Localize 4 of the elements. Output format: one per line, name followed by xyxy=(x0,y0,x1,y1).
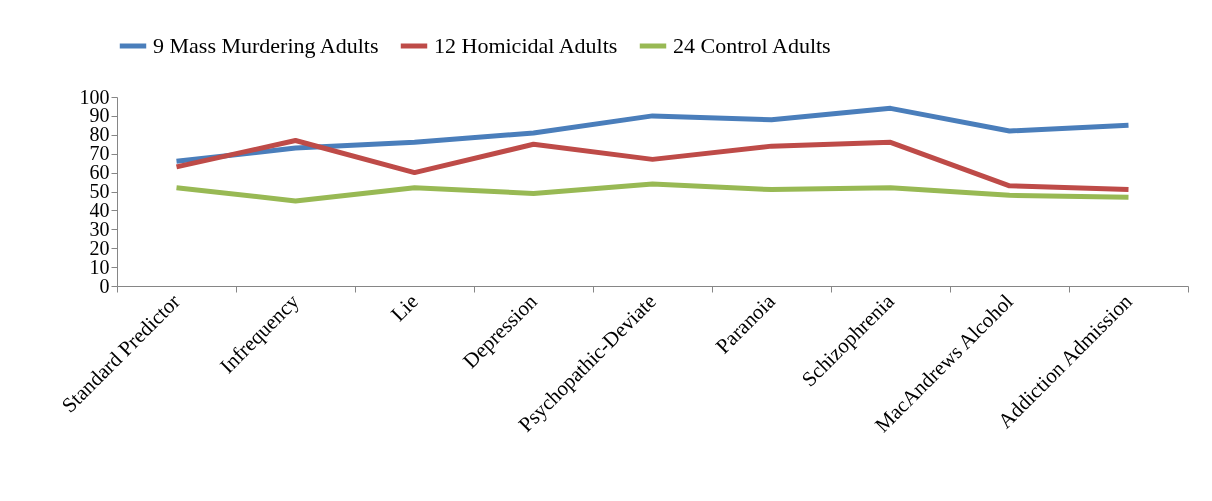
legend-label: 24 Control Adults xyxy=(673,33,831,58)
x-tick-label: Lie xyxy=(386,289,423,327)
legend-label: 12 Homicidal Adults xyxy=(434,33,618,58)
legend-label: 9 Mass Murdering Adults xyxy=(153,33,379,58)
